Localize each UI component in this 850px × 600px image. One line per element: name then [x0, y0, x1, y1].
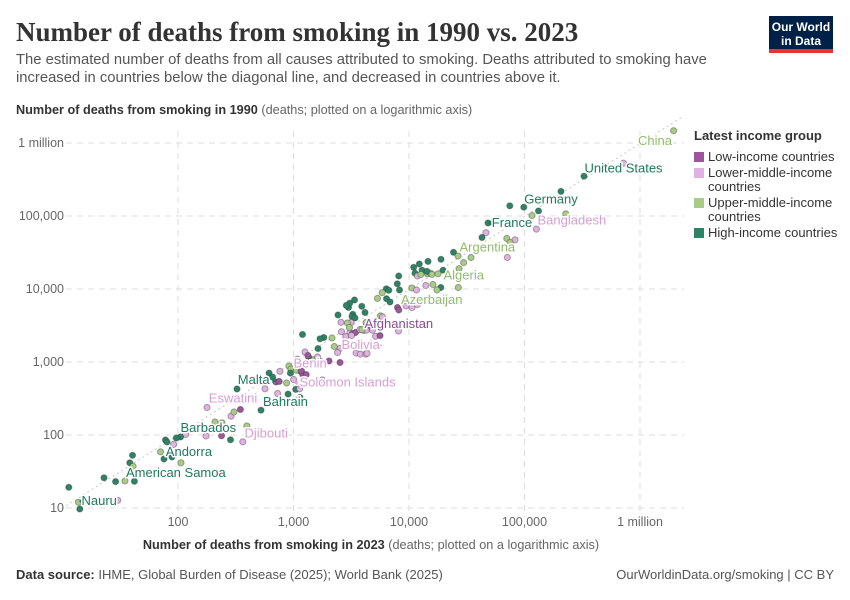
- svg-text:China: China: [638, 133, 673, 148]
- svg-text:Djibouti: Djibouti: [245, 425, 288, 440]
- svg-text:Bahrain: Bahrain: [263, 394, 308, 409]
- svg-text:1 million: 1 million: [617, 515, 663, 529]
- svg-text:Bolivia: Bolivia: [342, 337, 381, 352]
- svg-text:Azerbaijan: Azerbaijan: [401, 292, 462, 307]
- svg-text:Malta: Malta: [238, 372, 271, 387]
- svg-text:100,000: 100,000: [502, 515, 547, 529]
- svg-text:10: 10: [50, 501, 64, 515]
- svg-text:France: France: [492, 215, 532, 230]
- svg-text:Algeria: Algeria: [444, 267, 485, 282]
- svg-text:10,000: 10,000: [390, 515, 428, 529]
- svg-text:100: 100: [43, 428, 64, 442]
- svg-text:Solomon Islands: Solomon Islands: [300, 375, 397, 390]
- svg-text:Argentina: Argentina: [460, 240, 516, 255]
- svg-text:Benin: Benin: [294, 355, 327, 370]
- svg-text:1,000: 1,000: [33, 355, 64, 369]
- svg-text:1 million: 1 million: [18, 136, 64, 150]
- svg-text:100: 100: [168, 515, 189, 529]
- svg-text:United States: United States: [585, 161, 664, 176]
- svg-text:Germany: Germany: [524, 191, 578, 206]
- svg-text:Andorra: Andorra: [166, 444, 213, 459]
- svg-text:100,000: 100,000: [19, 209, 64, 223]
- svg-text:American Samoa: American Samoa: [126, 465, 226, 480]
- svg-text:Barbados: Barbados: [181, 420, 237, 435]
- svg-text:1,000: 1,000: [278, 515, 309, 529]
- svg-text:Nauru: Nauru: [82, 493, 117, 508]
- svg-text:Bangladesh: Bangladesh: [538, 213, 607, 228]
- svg-text:10,000: 10,000: [26, 282, 64, 296]
- svg-text:Eswatini: Eswatini: [209, 390, 258, 405]
- svg-text:Afghanistan: Afghanistan: [365, 316, 434, 331]
